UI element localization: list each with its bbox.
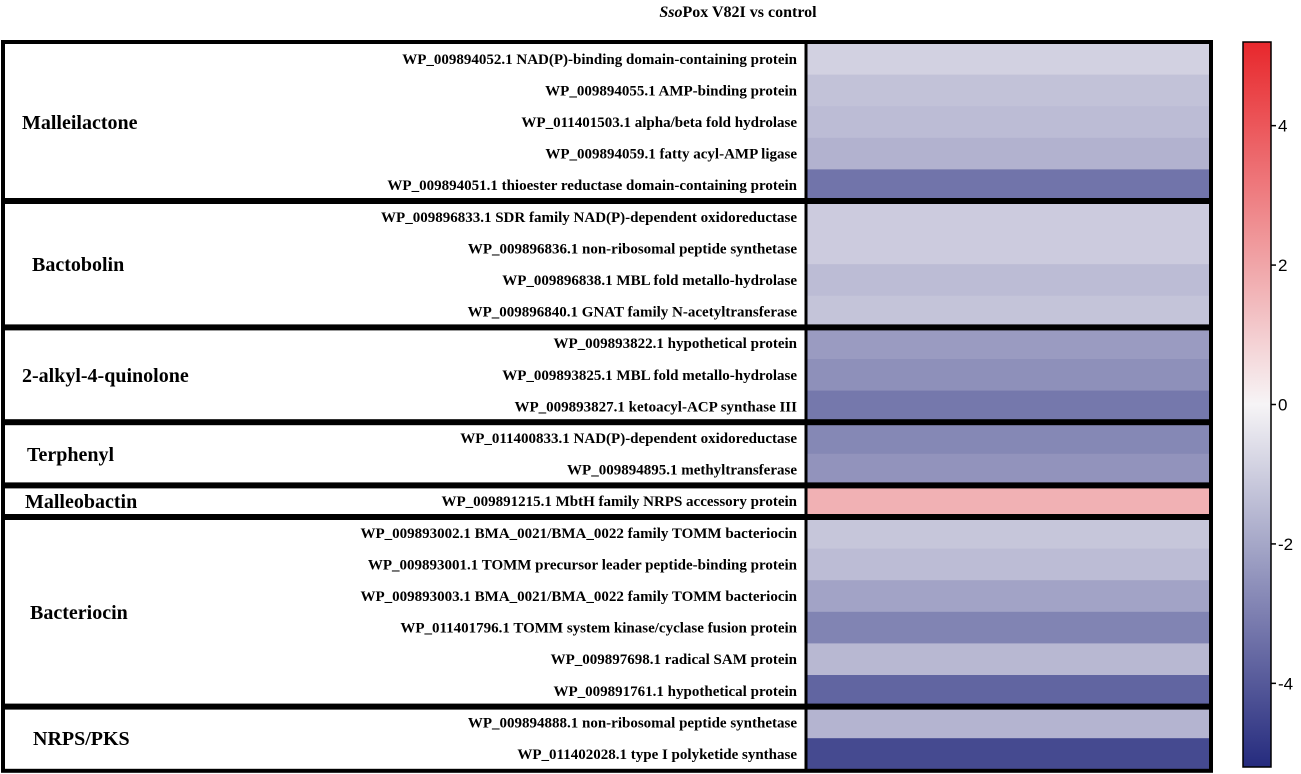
heatmap-cell: [807, 580, 1210, 613]
cluster-label: 2-alkyl-4-quinolone: [22, 365, 189, 387]
heatmap-cell: [807, 295, 1210, 328]
heatmap-cell: [807, 74, 1210, 107]
cluster-frame: [1, 419, 1213, 489]
gene-label: WP_009893001.1 TOMM precursor leader pep…: [368, 557, 798, 573]
heatmap-cell: [807, 485, 1210, 518]
gene-label: WP_009894895.1 methyltransferase: [567, 463, 797, 479]
heatmap-cell: [807, 611, 1210, 644]
heatmap-cells: [807, 43, 1210, 771]
colorbar-tick-label: 0: [1278, 396, 1287, 415]
colorbar-tick-label: -4: [1278, 674, 1293, 693]
heatmap-cell: [807, 106, 1210, 139]
heatmap-cell: [807, 137, 1210, 170]
gene-label: WP_009893825.1 MBL fold metallo-hydrolas…: [502, 368, 797, 384]
gene-label: WP_009891761.1 hypothetical protein: [554, 684, 798, 700]
cluster-frame: [1, 514, 1213, 710]
cluster-label: Malleobactin: [25, 491, 137, 513]
chart-title: SsoPox V82I vs control: [659, 4, 817, 21]
gene-label: WP_009891215.1 MbtH family NRPS accessor…: [441, 494, 797, 510]
heatmap-cell: [807, 232, 1210, 265]
gene-label: WP_009896836.1 non-ribosomal peptide syn…: [468, 241, 798, 257]
cluster-label: Terphenyl: [27, 444, 115, 466]
gene-label: WP_009893827.1 ketoacyl-ACP synthase III: [514, 399, 797, 415]
heatmap-cell: [807, 169, 1210, 202]
gene-label: WP_009894052.1 NAD(P)-binding domain-con…: [402, 52, 797, 68]
gene-label: WP_009897698.1 radical SAM protein: [551, 652, 798, 668]
heatmap-cell: [807, 706, 1210, 739]
heatmap-cell: [807, 359, 1210, 392]
gene-label: WP_009894059.1 fatty acyl-AMP ligase: [545, 147, 797, 163]
chart-title-italic: Sso: [659, 4, 682, 21]
gene-label: WP_011402028.1 type I polyketide synthas…: [517, 747, 797, 763]
colorbar-tick-label: -2: [1278, 535, 1293, 554]
heatmap-cell: [807, 327, 1210, 360]
cluster-frame: [1, 198, 1213, 331]
colorbar-bar: [1242, 41, 1272, 768]
heatmap-cell: [807, 453, 1210, 486]
gene-labels: WP_009894052.1 NAD(P)-binding domain-con…: [361, 52, 798, 763]
cluster-groups: Malleilactone Bactobolin 2-alkyl-4-quinolo…: [1, 40, 1213, 773]
chart-title-rest: Pox V82I vs control: [683, 4, 818, 21]
cluster-frame: [1, 482, 1213, 520]
gene-label: WP_009894055.1 AMP-binding protein: [545, 83, 797, 99]
heatmap-cell: [807, 201, 1210, 234]
gene-label: WP_009893003.1 BMA_0021/BMA_0022 family …: [361, 589, 798, 605]
gene-label: WP_011401796.1 TOMM system kinase/cyclas…: [400, 621, 797, 637]
gene-label: WP_011400833.1 NAD(P)-dependent oxidored…: [460, 431, 797, 447]
cluster-label: Bactobolin: [32, 254, 124, 276]
gene-label: WP_009893822.1 hypothetical protein: [554, 336, 798, 352]
heatmap-cell: [807, 548, 1210, 581]
cluster-label: Malleilactone: [22, 112, 138, 134]
heatmap-cell: [807, 675, 1210, 708]
colorbar: -4 -2 0 2 4: [1242, 41, 1293, 768]
heatmap-cell: [807, 390, 1210, 423]
heatmap-cell: [807, 643, 1210, 676]
cluster-label: NRPS/PKS: [33, 728, 130, 750]
gene-label: WP_011401503.1 alpha/beta fold hydrolase: [521, 115, 797, 131]
cluster-frame: [1, 703, 1213, 773]
heatmap-cell: [807, 422, 1210, 455]
cluster-label: Bacteriocin: [30, 602, 128, 624]
gene-label: WP_009896833.1 SDR family NAD(P)-depende…: [381, 210, 797, 226]
heatmap-cell: [807, 738, 1210, 771]
gene-label: WP_009896838.1 MBL fold metallo-hydrolas…: [502, 273, 797, 289]
heatmap-cell: [807, 517, 1210, 550]
colorbar-tick-label: 2: [1278, 256, 1287, 275]
gene-label: WP_009893002.1 BMA_0021/BMA_0022 family …: [361, 526, 798, 542]
gene-label: WP_009894051.1 thioester reductase domai…: [387, 178, 797, 194]
gene-label: WP_009894888.1 non-ribosomal peptide syn…: [468, 715, 798, 731]
gene-label: WP_009896840.1 GNAT family N-acetyltrans…: [468, 305, 798, 321]
colorbar-tick-label: 4: [1278, 117, 1287, 136]
heatmap-cell: [807, 43, 1210, 76]
heatmap-cell: [807, 264, 1210, 297]
